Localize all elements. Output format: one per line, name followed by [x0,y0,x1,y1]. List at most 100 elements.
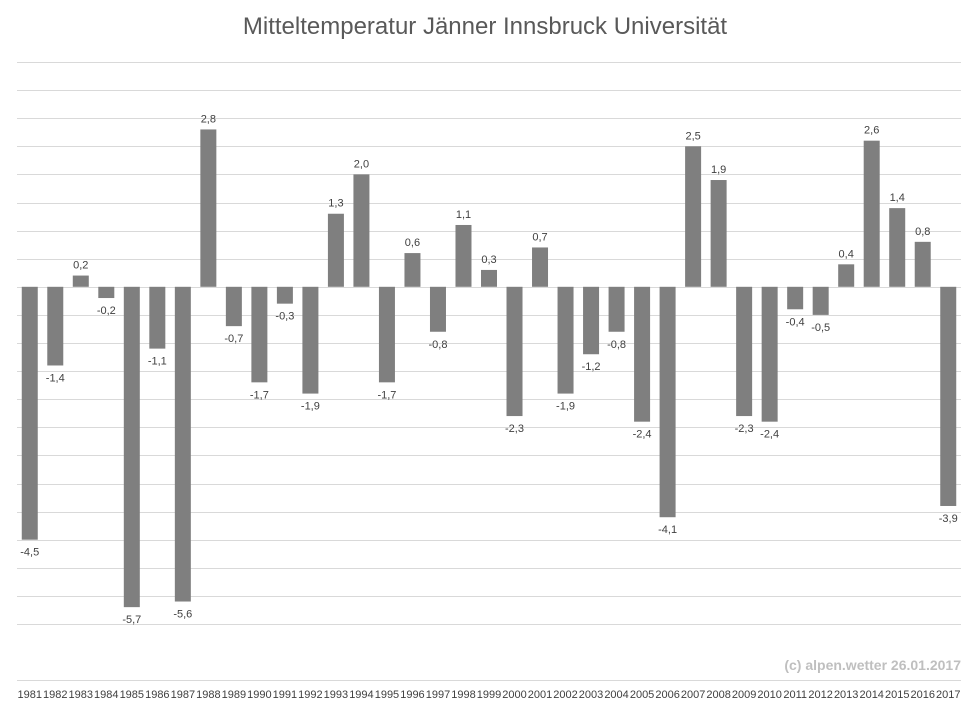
x-tick-label: 1989 [222,689,246,701]
data-label: 1,1 [456,209,471,221]
x-tick-label: 2009 [732,689,756,701]
bar [685,146,702,287]
data-label: -1,7 [250,389,269,401]
bar [863,140,880,287]
data-label: -0,7 [224,333,243,345]
data-label: -0,8 [428,339,447,351]
x-tick-label: 2001 [528,689,552,701]
x-axis-ticks: 1981 1982 1983 1984 1985 1986 1987 1988 1989 1990… [18,689,961,701]
x-tick-label: 1981 [18,689,42,701]
x-tick-label: 2017 [936,689,960,701]
bar [72,275,89,287]
bar-layer [21,129,957,608]
bar [429,286,446,332]
data-label: -0,2 [97,305,116,317]
bar [659,286,676,518]
data-label: -1,9 [556,401,575,413]
x-tick-label: 2006 [655,689,679,701]
data-label: 1,3 [328,198,343,210]
x-tick-label: 1986 [145,689,169,701]
x-tick-label: 1991 [273,689,297,701]
data-label: -5,7 [122,614,141,626]
data-label: -2,3 [505,423,524,435]
data-label: -1,4 [46,372,65,384]
bar [455,224,472,287]
bar [47,286,64,366]
bar [914,241,931,287]
x-tick-label: 1994 [349,689,373,701]
x-tick-label: 2004 [604,689,628,701]
x-tick-label: 2012 [808,689,832,701]
data-label: 2,6 [864,125,879,137]
bar [557,286,574,394]
bar [608,286,625,332]
x-tick-label: 2010 [757,689,781,701]
bar [98,286,115,299]
data-label: -1,7 [377,389,396,401]
x-tick-label: 2011 [783,689,807,701]
x-tick-label: 1985 [120,689,144,701]
data-label: 0,4 [839,248,854,260]
bar [736,286,753,417]
bar [302,286,319,394]
x-tick-label: 2000 [502,689,526,701]
bar [21,286,38,540]
grid-layer [17,62,961,681]
x-tick-label: 1983 [69,689,93,701]
bar [787,286,804,310]
bar [812,286,829,315]
data-label: -1,1 [148,356,167,368]
data-label: 1,4 [890,192,905,204]
x-tick-label: 1988 [196,689,220,701]
bar [353,174,370,287]
data-label: -2,4 [760,429,779,441]
data-label: 0,2 [73,260,88,272]
x-tick-label: 2014 [859,689,883,701]
x-tick-label: 1990 [247,689,271,701]
data-label: -2,4 [633,429,652,441]
bar [174,286,191,602]
data-label: -0,8 [607,339,626,351]
bar [327,213,344,287]
bar [889,208,906,287]
data-label: -0,3 [275,311,294,323]
bar [200,129,217,287]
bar [634,286,651,422]
bar [225,286,242,327]
data-label: -0,4 [786,316,805,328]
data-label: 0,3 [481,254,496,266]
bar [123,286,140,608]
bar [404,253,421,287]
x-tick-label: 1999 [477,689,501,701]
credit-annotation: (c) alpen.wetter 26.01.2017 [784,657,961,673]
bar [761,286,778,422]
bar [838,264,855,287]
x-tick-label: 1984 [94,689,118,701]
data-label: -4,1 [658,524,677,536]
bar [710,180,727,287]
bar [378,286,395,383]
x-tick-label: 2008 [706,689,730,701]
data-label: -2,3 [735,423,754,435]
x-tick-label: 1997 [426,689,450,701]
x-tick-label: 1987 [171,689,195,701]
data-label: 0,8 [915,226,930,238]
x-tick-label: 1982 [43,689,67,701]
x-tick-label: 2002 [553,689,577,701]
x-tick-label: 1995 [375,689,399,701]
data-label: 0,6 [405,237,420,249]
data-label: 0,7 [532,231,547,243]
data-label: 2,8 [201,113,216,125]
x-tick-label: 2013 [834,689,858,701]
data-label: -1,2 [582,361,601,373]
data-label: 1,9 [711,164,726,176]
bar [481,269,497,287]
data-label: 2,5 [685,130,700,142]
data-label: -4,5 [20,547,39,559]
bar [506,286,523,417]
x-tick-label: 2007 [681,689,705,701]
x-tick-label: 2003 [579,689,603,701]
bar [276,286,293,304]
bar [940,286,957,506]
